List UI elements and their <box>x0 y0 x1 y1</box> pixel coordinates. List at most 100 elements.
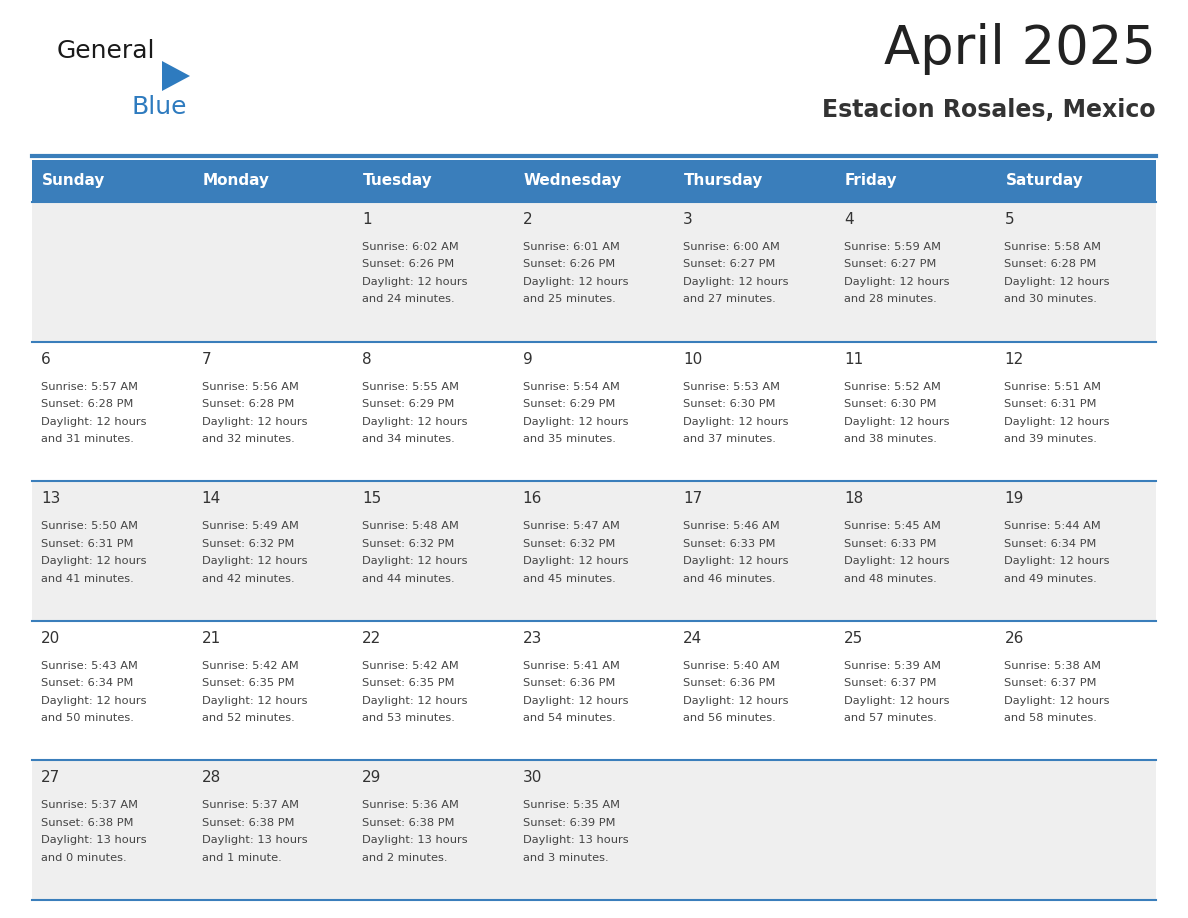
Text: Sunset: 6:33 PM: Sunset: 6:33 PM <box>843 539 936 549</box>
Text: Sunrise: 5:55 AM: Sunrise: 5:55 AM <box>362 382 459 392</box>
Text: Sunrise: 5:36 AM: Sunrise: 5:36 AM <box>362 800 459 811</box>
Text: 18: 18 <box>843 491 864 506</box>
Text: Sunset: 6:37 PM: Sunset: 6:37 PM <box>1004 678 1097 688</box>
Text: Sunrise: 5:44 AM: Sunrise: 5:44 AM <box>1004 521 1101 532</box>
Text: Sunset: 6:32 PM: Sunset: 6:32 PM <box>202 539 293 549</box>
Text: Blue: Blue <box>132 95 188 119</box>
Polygon shape <box>162 61 190 91</box>
Text: 24: 24 <box>683 631 702 645</box>
Text: Daylight: 12 hours: Daylight: 12 hours <box>202 417 307 427</box>
Text: 4: 4 <box>843 212 853 227</box>
Text: Daylight: 12 hours: Daylight: 12 hours <box>1004 277 1110 287</box>
Text: Sunset: 6:28 PM: Sunset: 6:28 PM <box>202 399 293 409</box>
Text: Monday: Monday <box>203 174 270 188</box>
Bar <box>353 160 513 202</box>
Text: Sunset: 6:28 PM: Sunset: 6:28 PM <box>1004 260 1097 270</box>
Bar <box>32 481 1156 621</box>
Text: and 58 minutes.: and 58 minutes. <box>1004 713 1098 723</box>
Text: Sunrise: 5:40 AM: Sunrise: 5:40 AM <box>683 661 781 671</box>
Text: 21: 21 <box>202 631 221 645</box>
Text: and 46 minutes.: and 46 minutes. <box>683 574 776 584</box>
Text: Sunset: 6:30 PM: Sunset: 6:30 PM <box>843 399 936 409</box>
Text: Daylight: 12 hours: Daylight: 12 hours <box>843 696 949 706</box>
Text: Daylight: 12 hours: Daylight: 12 hours <box>843 556 949 566</box>
Bar <box>513 160 675 202</box>
Text: and 57 minutes.: and 57 minutes. <box>843 713 936 723</box>
Text: 7: 7 <box>202 352 211 366</box>
Text: and 27 minutes.: and 27 minutes. <box>683 295 776 305</box>
Text: Sunrise: 5:58 AM: Sunrise: 5:58 AM <box>1004 242 1101 252</box>
Bar <box>32 341 1156 481</box>
Text: Daylight: 12 hours: Daylight: 12 hours <box>362 417 468 427</box>
Text: and 41 minutes.: and 41 minutes. <box>42 574 134 584</box>
Text: Sunrise: 5:46 AM: Sunrise: 5:46 AM <box>683 521 781 532</box>
Bar <box>996 160 1156 202</box>
Text: Daylight: 12 hours: Daylight: 12 hours <box>42 696 146 706</box>
Text: and 56 minutes.: and 56 minutes. <box>683 713 776 723</box>
Text: 3: 3 <box>683 212 693 227</box>
Text: Sunset: 6:33 PM: Sunset: 6:33 PM <box>683 539 776 549</box>
Text: Sunrise: 5:37 AM: Sunrise: 5:37 AM <box>202 800 298 811</box>
Text: Sunset: 6:35 PM: Sunset: 6:35 PM <box>362 678 455 688</box>
Text: Daylight: 12 hours: Daylight: 12 hours <box>523 696 628 706</box>
Text: Sunset: 6:29 PM: Sunset: 6:29 PM <box>362 399 455 409</box>
Text: 29: 29 <box>362 770 381 786</box>
Text: 12: 12 <box>1004 352 1024 366</box>
Text: Sunrise: 5:45 AM: Sunrise: 5:45 AM <box>843 521 941 532</box>
Text: Sunset: 6:26 PM: Sunset: 6:26 PM <box>523 260 615 270</box>
Text: Sunset: 6:38 PM: Sunset: 6:38 PM <box>362 818 455 828</box>
Text: 22: 22 <box>362 631 381 645</box>
Text: Daylight: 13 hours: Daylight: 13 hours <box>362 835 468 845</box>
Text: 26: 26 <box>1004 631 1024 645</box>
Text: 11: 11 <box>843 352 864 366</box>
Text: and 3 minutes.: and 3 minutes. <box>523 853 608 863</box>
Text: and 34 minutes.: and 34 minutes. <box>362 434 455 444</box>
Text: Sunrise: 5:56 AM: Sunrise: 5:56 AM <box>202 382 298 392</box>
Text: and 52 minutes.: and 52 minutes. <box>202 713 295 723</box>
Text: and 28 minutes.: and 28 minutes. <box>843 295 936 305</box>
Text: Daylight: 12 hours: Daylight: 12 hours <box>523 417 628 427</box>
Text: Thursday: Thursday <box>684 174 764 188</box>
Text: Sunrise: 5:39 AM: Sunrise: 5:39 AM <box>843 661 941 671</box>
Text: 1: 1 <box>362 212 372 227</box>
Text: 6: 6 <box>42 352 51 366</box>
Text: Sunrise: 5:53 AM: Sunrise: 5:53 AM <box>683 382 781 392</box>
Text: Sunrise: 5:52 AM: Sunrise: 5:52 AM <box>843 382 941 392</box>
Text: Saturday: Saturday <box>1005 174 1083 188</box>
Text: and 49 minutes.: and 49 minutes. <box>1004 574 1098 584</box>
Text: Friday: Friday <box>845 174 897 188</box>
Bar <box>32 621 1156 760</box>
Text: Sunset: 6:26 PM: Sunset: 6:26 PM <box>362 260 454 270</box>
Text: and 54 minutes.: and 54 minutes. <box>523 713 615 723</box>
Text: and 37 minutes.: and 37 minutes. <box>683 434 776 444</box>
Text: Sunset: 6:31 PM: Sunset: 6:31 PM <box>42 539 133 549</box>
Text: and 1 minute.: and 1 minute. <box>202 853 282 863</box>
Text: Daylight: 12 hours: Daylight: 12 hours <box>683 277 789 287</box>
Text: Daylight: 12 hours: Daylight: 12 hours <box>362 277 468 287</box>
Text: Sunset: 6:32 PM: Sunset: 6:32 PM <box>523 539 615 549</box>
Text: Sunset: 6:28 PM: Sunset: 6:28 PM <box>42 399 133 409</box>
Text: Sunset: 6:39 PM: Sunset: 6:39 PM <box>523 818 615 828</box>
Text: Daylight: 12 hours: Daylight: 12 hours <box>683 417 789 427</box>
Bar <box>675 160 835 202</box>
Text: Sunrise: 5:49 AM: Sunrise: 5:49 AM <box>202 521 298 532</box>
Text: 13: 13 <box>42 491 61 506</box>
Text: Daylight: 12 hours: Daylight: 12 hours <box>42 417 146 427</box>
Text: 28: 28 <box>202 770 221 786</box>
Text: Daylight: 12 hours: Daylight: 12 hours <box>523 556 628 566</box>
Text: Sunset: 6:30 PM: Sunset: 6:30 PM <box>683 399 776 409</box>
Text: 14: 14 <box>202 491 221 506</box>
Text: Wednesday: Wednesday <box>524 174 623 188</box>
Bar <box>192 160 353 202</box>
Text: Daylight: 12 hours: Daylight: 12 hours <box>202 696 307 706</box>
Text: and 0 minutes.: and 0 minutes. <box>42 853 127 863</box>
Text: April 2025: April 2025 <box>884 23 1156 75</box>
Text: Daylight: 12 hours: Daylight: 12 hours <box>1004 696 1110 706</box>
Text: Daylight: 12 hours: Daylight: 12 hours <box>1004 556 1110 566</box>
Text: Sunset: 6:36 PM: Sunset: 6:36 PM <box>683 678 776 688</box>
Text: and 24 minutes.: and 24 minutes. <box>362 295 455 305</box>
Text: 8: 8 <box>362 352 372 366</box>
Text: Sunrise: 5:41 AM: Sunrise: 5:41 AM <box>523 661 620 671</box>
Text: Sunset: 6:38 PM: Sunset: 6:38 PM <box>42 818 133 828</box>
Text: Estacion Rosales, Mexico: Estacion Rosales, Mexico <box>822 98 1156 122</box>
